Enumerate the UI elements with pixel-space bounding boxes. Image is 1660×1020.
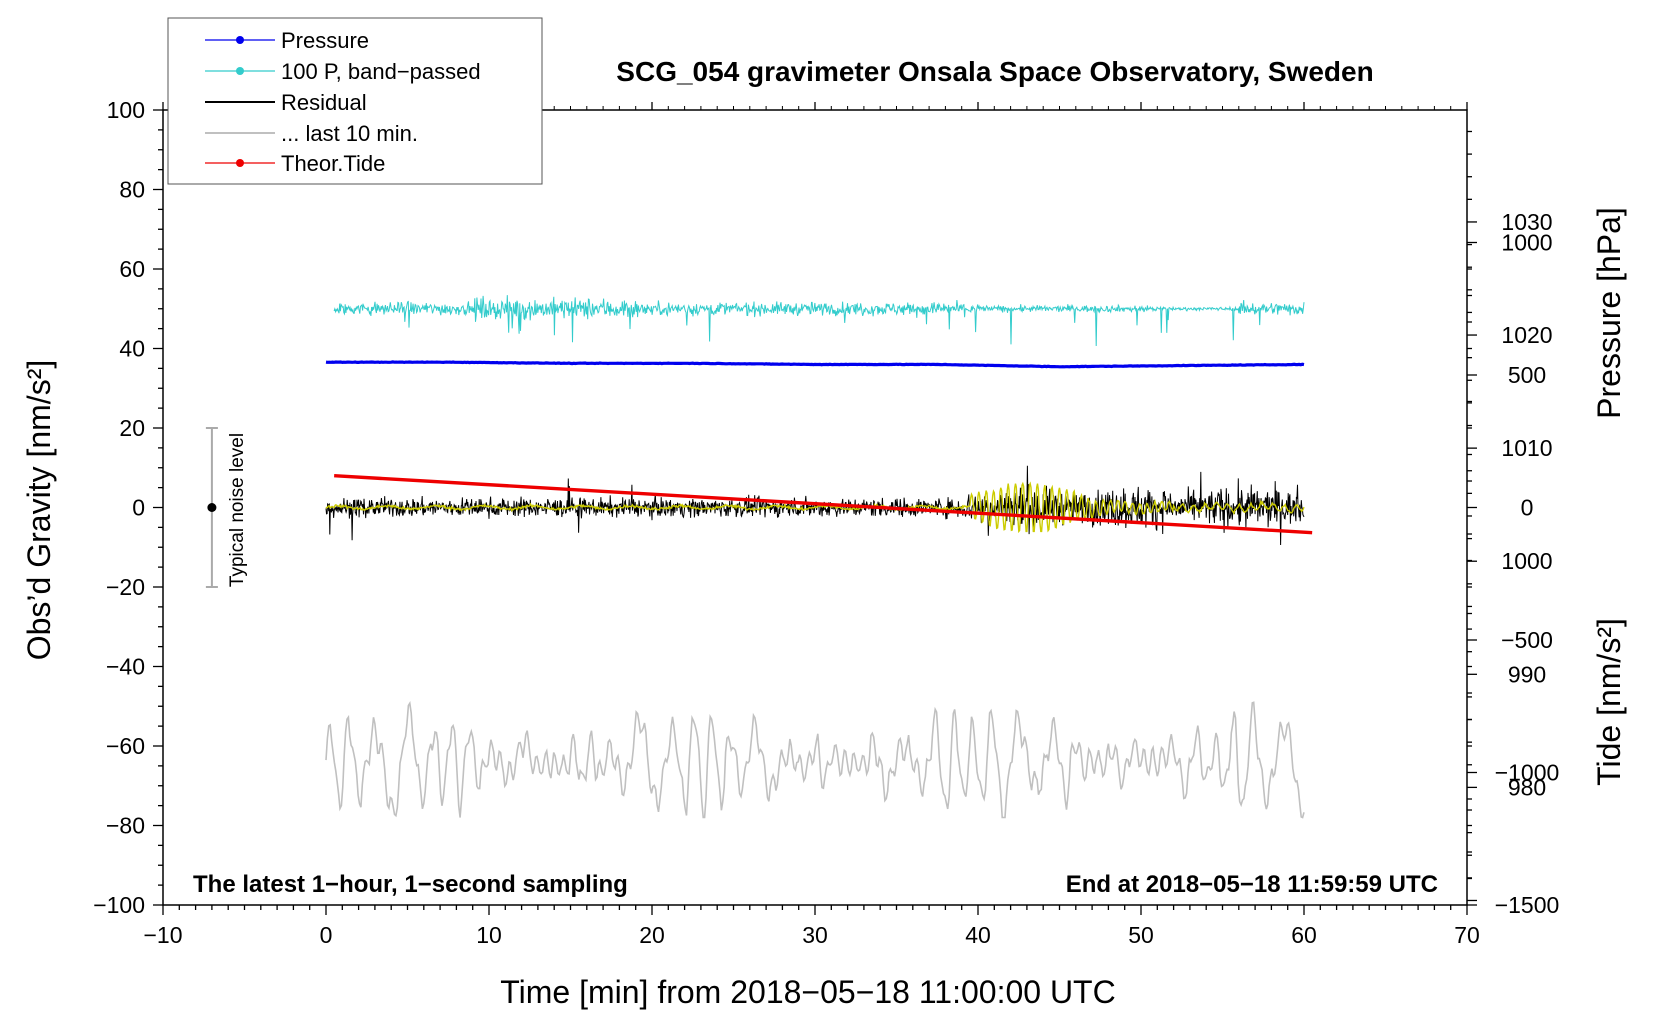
y-axis-pressure-title: Pressure [hPa] xyxy=(1591,207,1627,419)
series-theor-tide xyxy=(334,474,1313,535)
y-left-tick-label: −60 xyxy=(106,733,145,759)
annotation-bottom-right: End at 2018−05−18 11:59:59 UTC xyxy=(1066,871,1438,898)
y-axis-pressure-title-text: Pressure [hPa] xyxy=(1591,207,1627,419)
legend-label-band-passed: 100 P, band−passed xyxy=(281,59,481,84)
pressure-tick-label: 1030 xyxy=(1501,209,1552,235)
x-axis: −10 0 10 20 30 40 50 60 70 xyxy=(143,102,1480,948)
legend-entry-band-passed: 100 P, band−passed xyxy=(205,59,481,84)
legend-entry-last-10-min: ... last 10 min. xyxy=(205,121,418,146)
y-left-tick-label: 20 xyxy=(119,415,145,441)
y-axis-tide-title-text: Tide [nm/s²] xyxy=(1591,618,1627,786)
x-tick-label: 40 xyxy=(965,922,991,948)
x-tick-label: 20 xyxy=(639,922,665,948)
annotation-bottom-left: The latest 1−hour, 1−second sampling xyxy=(193,871,628,898)
noise-level-label: Typical noise level xyxy=(227,433,248,587)
series-band-passed xyxy=(333,295,1305,347)
pressure-tick-label: 1000 xyxy=(1501,548,1552,574)
y-left-tick-label: 40 xyxy=(119,336,145,362)
noise-level-bar xyxy=(205,427,218,588)
chart-title: SCG_054 gravimeter Onsala Space Observat… xyxy=(616,56,1373,87)
series-layer xyxy=(325,295,1313,819)
y-axis-left: 100 80 60 40 20 0 −20 −40 −60 −80 −100 xyxy=(93,97,163,918)
y-left-tick-label: −40 xyxy=(106,654,145,680)
x-tick-label: 50 xyxy=(1128,922,1154,948)
legend-label-last-10-min: ... last 10 min. xyxy=(281,121,418,146)
x-tick-label: −10 xyxy=(143,922,182,948)
y-left-tick-label: 60 xyxy=(119,256,145,282)
legend-label-theor-tide: Theor.Tide xyxy=(281,151,385,176)
legend-label-pressure: Pressure xyxy=(281,28,369,53)
y-left-tick-label: −20 xyxy=(106,574,145,600)
legend-marker-theor-tide xyxy=(236,159,244,167)
legend-label-residual: Residual xyxy=(281,90,367,115)
legend-entry-theor-tide: Theor.Tide xyxy=(205,151,385,176)
tide-tick-label: −1500 xyxy=(1495,892,1560,918)
series-pressure xyxy=(325,360,1305,369)
x-tick-label: 30 xyxy=(802,922,828,948)
pressure-tick-label: 1010 xyxy=(1501,435,1552,461)
y-left-tick-label: −100 xyxy=(93,892,145,918)
pressure-tick-label: 1020 xyxy=(1501,322,1552,348)
noise-bar-center xyxy=(207,503,217,512)
tide-tick-label: 500 xyxy=(1508,362,1546,388)
y-left-tick-label: 80 xyxy=(119,177,145,203)
tide-tick-label: −1000 xyxy=(1495,760,1560,786)
series-residual-smoothed xyxy=(325,481,1305,534)
y-left-tick-label: 0 xyxy=(132,495,145,521)
legend-entry-pressure: Pressure xyxy=(205,28,369,53)
tide-tick-label: 0 xyxy=(1521,495,1534,521)
x-tick-label: 70 xyxy=(1454,922,1480,948)
y-axis-left-title: Obs’d Gravity [nm/s²] xyxy=(21,360,57,661)
pressure-tick-label: 990 xyxy=(1508,661,1546,687)
y-axis-left-title-text: Obs’d Gravity [nm/s²] xyxy=(21,360,57,661)
x-tick-label: 10 xyxy=(476,922,502,948)
noise-level-label-text: Typical noise level xyxy=(227,433,248,587)
y-axis-tide-title: Tide [nm/s²] xyxy=(1591,618,1627,786)
x-axis-title: Time [min] from 2018−05−18 11:00:00 UTC xyxy=(500,974,1115,1010)
y-left-tick-label: 100 xyxy=(107,97,145,123)
y-left-tick-label: −80 xyxy=(106,813,145,839)
legend: Pressure 100 P, band−passed Residual ...… xyxy=(167,17,543,185)
legend-entry-residual: Residual xyxy=(205,90,367,115)
x-tick-label: 60 xyxy=(1291,922,1317,948)
tide-tick-label: 1000 xyxy=(1501,230,1552,256)
legend-marker-band-passed xyxy=(236,67,244,75)
pressure-tick-label: 980 xyxy=(1508,774,1546,800)
tide-tick-label: −500 xyxy=(1501,627,1553,653)
x-tick-label: 0 xyxy=(320,922,333,948)
legend-marker-pressure xyxy=(236,36,244,44)
y-axis-right: 1030 1020 1010 1000 990 980 1000 500 0 −500 −1000 −… xyxy=(1467,130,1560,918)
series-last-10-min xyxy=(325,701,1305,819)
